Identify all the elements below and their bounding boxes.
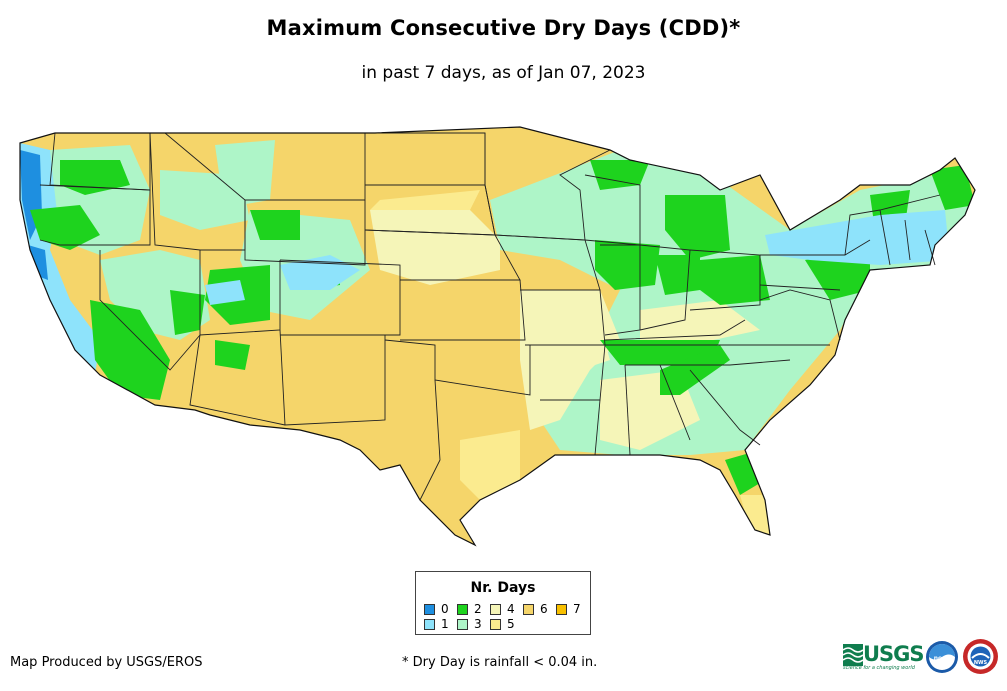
legend-item-2: 2 — [457, 603, 482, 617]
legend-swatch-5 — [490, 619, 501, 630]
legend-item-0: 0 — [424, 603, 449, 617]
us-outline — [19, 126, 976, 547]
usgs-logo: USGS science for a changing world — [843, 642, 925, 672]
nws-wordmark: NWS — [974, 660, 988, 666]
legend-item-4: 4 — [490, 603, 515, 617]
noaa-logo: noaa — [926, 641, 958, 673]
legend-label-1: 1 — [441, 617, 449, 631]
legend-item-7: 7 — [556, 603, 581, 617]
usgs-wordmark: USGS — [863, 642, 925, 666]
legend-title: Nr. Days — [470, 580, 536, 596]
legend-swatch-1 — [424, 619, 435, 630]
state-boundaries — [39, 132, 941, 501]
legend-label-7: 7 — [573, 602, 581, 616]
legend-swatch-3 — [457, 619, 468, 630]
legend-label-3: 3 — [474, 617, 482, 631]
noaa-wordmark: noaa — [934, 655, 951, 662]
usgs-tagline: science for a changing world — [843, 665, 915, 671]
legend-swatch-7 — [556, 604, 567, 615]
legend-item-3: 3 — [457, 618, 482, 632]
legend-item-5: 5 — [490, 618, 515, 632]
map-subtitle: in past 7 days, as of Jan 07, 2023 — [361, 63, 646, 83]
legend-label-6: 6 — [540, 602, 548, 616]
map-title: Maximum Consecutive Dry Days (CDD)* — [266, 16, 741, 40]
legend-label-4: 4 — [507, 602, 515, 616]
dry-day-footnote: * Dry Day is rainfall < 0.04 in. — [402, 655, 598, 670]
legend-label-2: 2 — [474, 602, 482, 616]
legend-swatch-0 — [424, 604, 435, 615]
legend-label-0: 0 — [441, 602, 449, 616]
legend-label-5: 5 — [507, 617, 515, 631]
nws-logo: NWS — [963, 639, 998, 674]
legend-item-1: 1 — [424, 618, 449, 632]
map-credit: Map Produced by USGS/EROS — [10, 655, 203, 670]
legend-swatch-6 — [523, 604, 534, 615]
legend-swatch-2 — [457, 604, 468, 615]
legend: Nr. Days 0 1 2 3 4 5 6 7 — [415, 571, 591, 635]
usgs-waves-icon — [843, 644, 863, 666]
legend-swatch-4 — [490, 604, 501, 615]
legend-item-6: 6 — [523, 603, 548, 617]
